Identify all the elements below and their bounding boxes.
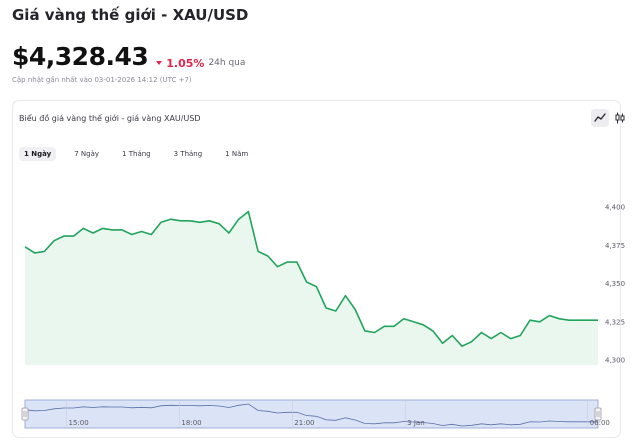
price-change-period: 24h qua (208, 58, 246, 68)
y-tick-label: 4,375 (605, 242, 625, 250)
navigator-left-handle[interactable] (21, 407, 29, 421)
chart-title: Biểu đồ giá vàng thế giới - giá vàng XAU… (19, 114, 201, 123)
y-tick-label: 4,300 (605, 357, 625, 365)
tab-7-days[interactable]: 7 Ngày (74, 150, 100, 158)
line-chart-button[interactable] (591, 109, 609, 127)
y-tick-label: 4,325 (605, 318, 625, 326)
navigator-right-handle[interactable] (594, 407, 602, 421)
navigator-tick-label: 18:00 (181, 419, 201, 427)
page-title: Giá vàng thế giới - XAU/USD (12, 6, 249, 24)
tab-1-year[interactable]: 1 Năm (225, 150, 249, 158)
navigator-series (24, 403, 598, 427)
candlestick-icon (615, 112, 625, 124)
navigator-tick-label: 21:00 (294, 419, 314, 427)
tab-3-months[interactable]: 3 Tháng (173, 150, 203, 158)
y-tick-label: 4,350 (605, 280, 625, 288)
price-line (24, 210, 598, 348)
price-summary: $4,328.43 1.05% 24h qua (12, 42, 245, 71)
navigator-tick-label: 15:00 (69, 419, 89, 427)
current-price: $4,328.43 (12, 42, 149, 71)
navigator-tick-label: 06:00 (590, 419, 610, 427)
caret-down-icon (156, 61, 163, 65)
line-chart-icon (594, 113, 606, 122)
tab-1-day[interactable]: 1 Ngày (19, 147, 57, 161)
y-tick-label: 4,400 (605, 204, 625, 212)
navigator-range (24, 399, 599, 429)
price-area (25, 211, 598, 365)
price-change-percent: 1.05% (166, 56, 205, 70)
price-change: 1.05% (156, 57, 204, 70)
tab-1-month[interactable]: 1 Tháng (122, 150, 151, 158)
last-updated-text: Cập nhật gần nhất vào 03-01-2026 14:12 (… (12, 76, 192, 84)
timeframe-tabs: 1 Ngày 7 Ngày 1 Tháng 3 Tháng 1 Năm (19, 147, 266, 161)
navigator-tick-label: 3 Jan (407, 419, 424, 427)
candlestick-chart-button[interactable] (611, 109, 629, 127)
